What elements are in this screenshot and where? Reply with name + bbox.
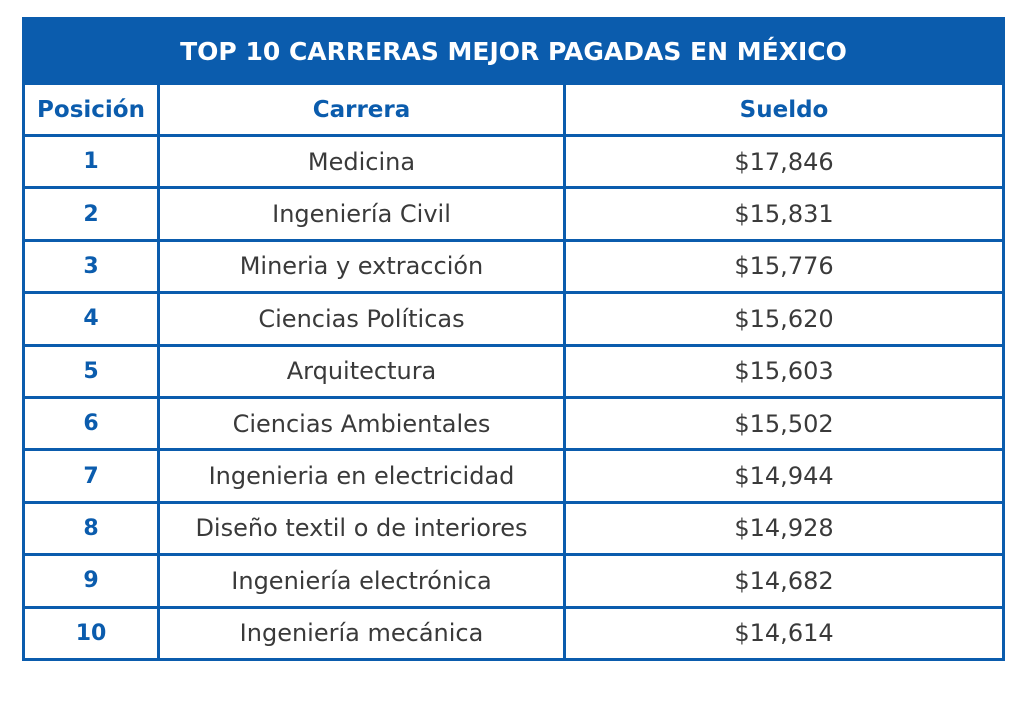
position-cell: 5: [22, 343, 160, 399]
salary-cell: $14,614: [562, 605, 1006, 661]
table-container: TOP 10 CARRERAS MEJOR PAGADAS EN MÉXICO …: [21, 17, 1006, 661]
career-cell: Ingenieria en electricidad: [157, 448, 566, 504]
table-row: 8 Diseño textil o de interiores $14,928: [22, 500, 1006, 557]
career-cell: Ciencias Políticas: [157, 291, 566, 347]
table-row: 2 Ingeniería Civil $15,831: [22, 186, 1006, 242]
table-row: 3 Mineria y extracción $15,776: [22, 238, 1006, 295]
salary-cell: $14,928: [562, 500, 1006, 557]
salary-table: TOP 10 CARRERAS MEJOR PAGADAS EN MÉXICO …: [21, 17, 1006, 661]
career-cell: Ingeniería Civil: [157, 186, 566, 242]
column-header: Posición: [22, 82, 160, 137]
column-header: Sueldo: [562, 82, 1006, 137]
salary-cell: $15,603: [562, 343, 1006, 399]
position-cell: 8: [22, 500, 160, 557]
position-cell: 10: [22, 605, 160, 661]
table-row: 10 Ingeniería mecánica $14,614: [22, 605, 1006, 661]
career-cell: Mineria y extracción: [157, 238, 566, 295]
salary-cell: $15,831: [562, 186, 1006, 242]
column-header: Carrera: [157, 82, 566, 137]
table-title: TOP 10 CARRERAS MEJOR PAGADAS EN MÉXICO: [21, 17, 1006, 85]
salary-cell: $14,682: [562, 553, 1006, 609]
position-cell: 3: [22, 238, 160, 295]
table-row: 6 Ciencias Ambientales $15,502: [22, 395, 1006, 452]
salary-cell: $15,776: [562, 238, 1006, 295]
header-row: Posición Carrera Sueldo: [22, 82, 1006, 137]
salary-cell: $17,846: [562, 133, 1006, 190]
position-cell: 7: [22, 448, 160, 504]
salary-cell: $14,944: [562, 448, 1006, 504]
salary-cell: $15,502: [562, 395, 1006, 452]
table-row: 4 Ciencias Políticas $15,620: [22, 291, 1006, 347]
career-cell: Arquitectura: [157, 343, 566, 399]
table-row: 1 Medicina $17,846: [22, 133, 1006, 190]
table-row: 7 Ingenieria en electricidad $14,944: [22, 448, 1006, 504]
position-cell: 9: [22, 553, 160, 609]
salary-cell: $15,620: [562, 291, 1006, 347]
career-cell: Ingeniería electrónica: [157, 553, 566, 609]
position-cell: 4: [22, 291, 160, 347]
position-cell: 6: [22, 395, 160, 452]
table-row: 9 Ingeniería electrónica $14,682: [22, 553, 1006, 609]
table-row: 5 Arquitectura $15,603: [22, 343, 1006, 399]
position-cell: 2: [22, 186, 160, 242]
career-cell: Ciencias Ambientales: [157, 395, 566, 452]
career-cell: Ingeniería mecánica: [157, 605, 566, 661]
career-cell: Medicina: [157, 133, 566, 190]
position-cell: 1: [22, 133, 160, 190]
career-cell: Diseño textil o de interiores: [157, 500, 566, 557]
